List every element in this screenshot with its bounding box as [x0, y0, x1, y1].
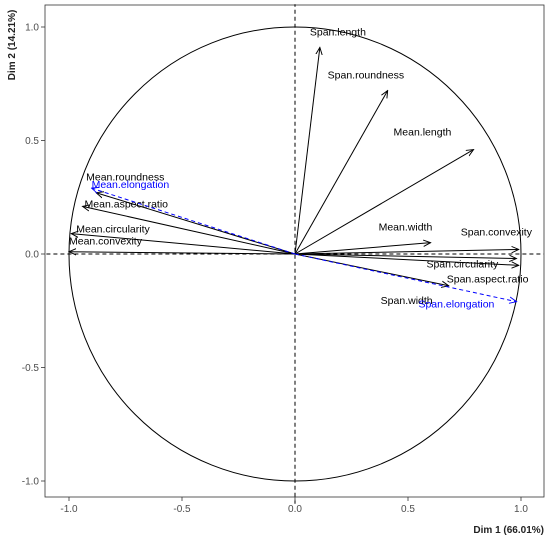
label-mean-roundness: Mean.roundness [86, 172, 164, 184]
y-tick-label: -1.0 [22, 477, 40, 488]
arrow-span-aspect-ratio [294, 253, 519, 265]
y-tick-label: -0.5 [22, 363, 40, 374]
label-mean-aspect-ratio: Mean.aspect.ratio [85, 198, 169, 210]
label-span-circularity: Span.circularity [426, 259, 499, 271]
label-mean-width: Mean.width [379, 222, 433, 234]
arrow-span-convexity [294, 249, 519, 255]
label-span-elongation: Span.elongation [418, 299, 494, 311]
y-tick-label: 1.0 [25, 23, 39, 34]
arrow-span-width [294, 253, 449, 286]
x-tick-label: -1.0 [60, 504, 78, 515]
label-span-width: Span.width [381, 295, 433, 307]
arrow-mean-length [294, 150, 474, 255]
plot-layer: Span.length Span.roundness Mean.length Mean… [46, 4, 544, 504]
arrow-span-elongation [294, 253, 516, 302]
label-span-convexity: Span.convexity [461, 226, 533, 238]
label-span-length: Span.length [310, 26, 366, 38]
x-tick-label: 0.0 [288, 504, 302, 515]
x-tick-label: 1.0 [514, 504, 528, 515]
x-tick-label: 0.5 [401, 504, 415, 515]
label-mean-circularity: Mean.circularity [76, 224, 150, 236]
arrow-span-circularity [294, 253, 516, 259]
arrow-span-roundness [294, 91, 388, 255]
x-tick-label: -0.5 [173, 504, 191, 515]
y-tick-label: 0.0 [25, 250, 39, 261]
arrow-mean-aspect-ratio [83, 206, 296, 255]
arrow-mean-roundness [96, 193, 296, 255]
label-mean-convexity: Mean.convexity [69, 236, 143, 248]
label-span-roundness: Span.roundness [328, 70, 404, 82]
label-span-aspect-ratio: Span.aspect.ratio [447, 273, 529, 285]
arrow-span-length [294, 47, 320, 255]
arrow-mean-width [294, 243, 431, 255]
y-tick-label: 0.5 [25, 136, 39, 147]
arrow-mean-circularity [71, 234, 296, 255]
arrow-mean-convexity [69, 252, 296, 254]
label-mean-elongation: Mean.elongation [92, 179, 170, 191]
arrow-mean-elongation [92, 188, 296, 255]
y-axis-title: Dim 2 (14.21%) [7, 10, 18, 81]
tick-layer: -1.0 -0.5 0.0 0.5 1.0 -1.0 -0.5 0.0 0.5 1.0 [22, 23, 529, 516]
label-mean-length: Mean.length [394, 127, 452, 139]
x-axis-title: Dim 1 (66.01%) [473, 525, 544, 536]
